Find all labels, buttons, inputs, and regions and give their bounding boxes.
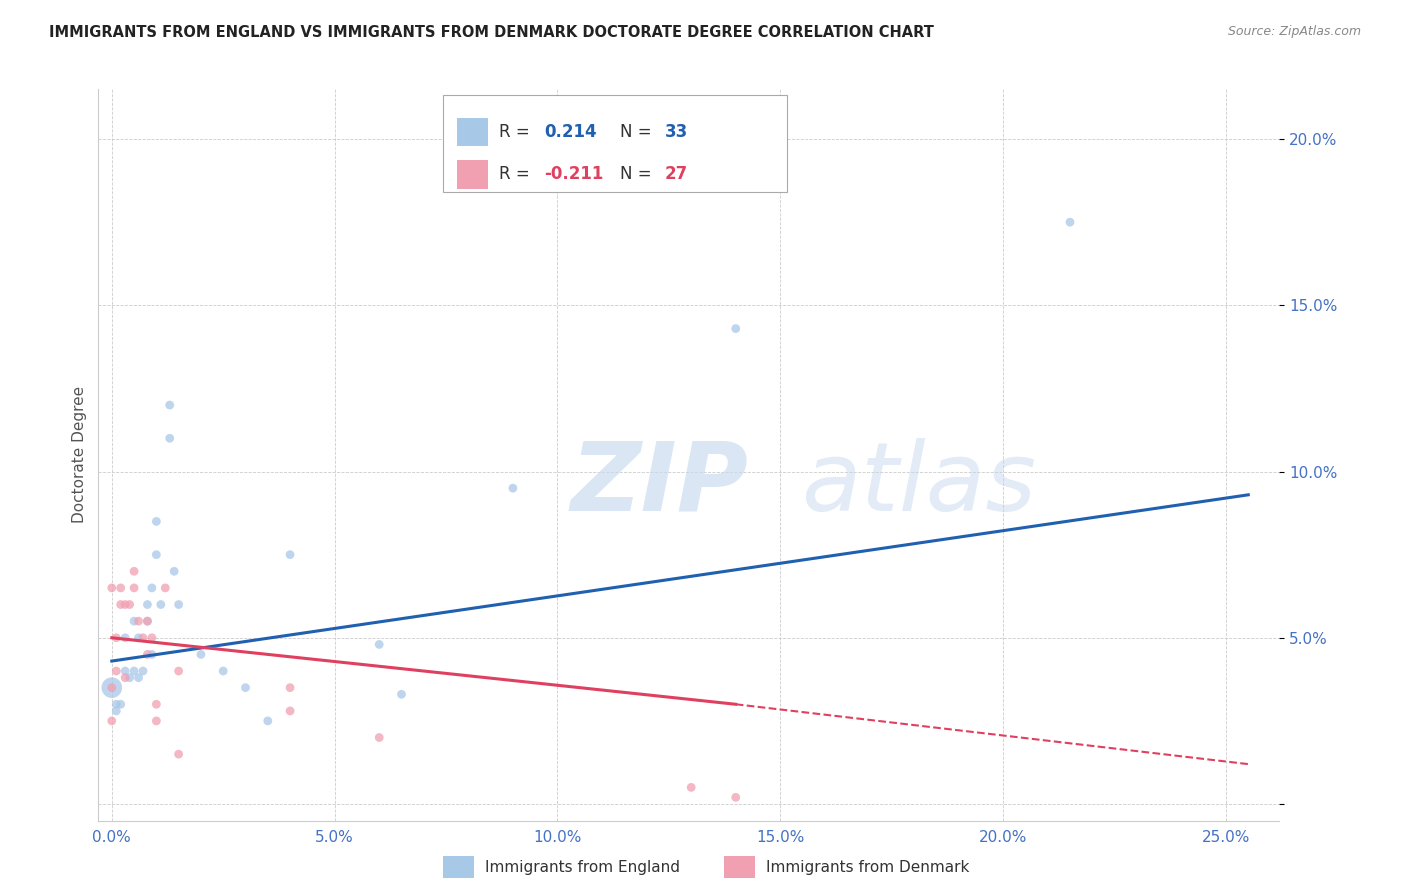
Point [110,581,132,595]
Text: 33: 33 [665,123,689,141]
Text: atlas: atlas [801,438,1036,531]
Point [391,687,413,701]
Text: 0.214: 0.214 [544,123,596,141]
Text: R =: R = [499,165,536,184]
Y-axis label: Doctorate Degree: Doctorate Degree [72,386,87,524]
Point [159,431,181,445]
Point [122,664,145,678]
Point [128,671,150,685]
Text: Source: ZipAtlas.com: Source: ZipAtlas.com [1227,25,1361,38]
Point [190,648,212,662]
Point [101,714,124,728]
Point [136,614,159,628]
Point [105,664,128,678]
Point [724,321,747,335]
Point [368,637,391,651]
Point [1059,215,1081,229]
Point [145,698,167,712]
Point [136,648,159,662]
Text: ZIP: ZIP [571,438,749,531]
Point [235,681,257,695]
Text: 27: 27 [665,165,689,184]
Point [101,581,124,595]
Point [128,631,150,645]
Text: IMMIGRANTS FROM ENGLAND VS IMMIGRANTS FROM DENMARK DOCTORATE DEGREE CORRELATION : IMMIGRANTS FROM ENGLAND VS IMMIGRANTS FR… [49,25,934,40]
Point [212,664,235,678]
Text: R =: R = [499,123,536,141]
Point [114,664,136,678]
Point [132,631,155,645]
Point [159,398,181,412]
Point [118,598,141,612]
Point [136,598,159,612]
Point [101,681,124,695]
Point [167,747,190,761]
Text: N =: N = [620,123,657,141]
Point [118,671,141,685]
Point [502,481,524,495]
Point [278,704,301,718]
Point [110,698,132,712]
Point [149,598,172,612]
Point [155,581,177,595]
Point [256,714,278,728]
Point [145,515,167,529]
Point [132,664,155,678]
Text: Immigrants from England: Immigrants from England [485,860,681,874]
Point [167,598,190,612]
Point [368,731,391,745]
Point [122,564,145,578]
Point [163,564,186,578]
Point [141,581,163,595]
Point [167,664,190,678]
Point [122,614,145,628]
Point [122,581,145,595]
Point [110,598,132,612]
Point [681,780,703,795]
Point [105,704,128,718]
Text: N =: N = [620,165,657,184]
Point [278,681,301,695]
Point [114,598,136,612]
Point [141,631,163,645]
Text: -0.211: -0.211 [544,165,603,184]
Point [105,698,128,712]
Point [145,714,167,728]
Point [105,631,128,645]
Point [128,614,150,628]
Point [145,548,167,562]
Point [141,648,163,662]
Point [114,671,136,685]
Point [114,631,136,645]
Point [724,790,747,805]
Point [278,548,301,562]
Text: Immigrants from Denmark: Immigrants from Denmark [766,860,970,874]
Point [136,614,159,628]
Point [101,681,124,695]
